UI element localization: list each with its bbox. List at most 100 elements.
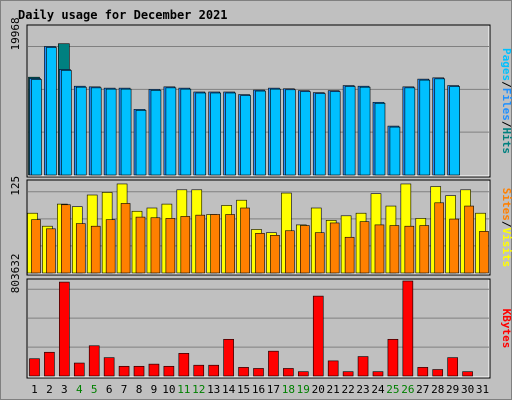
- pages-bar: [434, 78, 446, 176]
- kbytes-bar: [103, 357, 115, 377]
- ytick-top: 19968: [9, 17, 22, 50]
- kbytes-bar: [163, 365, 175, 377]
- x-tick-label: 4: [76, 383, 83, 396]
- kbytes-bar: [88, 345, 100, 377]
- x-tick-label: 7: [121, 383, 128, 396]
- sites-bar: [479, 231, 489, 274]
- sites-bar: [255, 233, 265, 274]
- pages-bar: [344, 86, 356, 176]
- kbytes-bar: [432, 369, 444, 377]
- kbytes-bar: [462, 371, 473, 377]
- sites-bar: [210, 214, 220, 274]
- kbytes-bar: [283, 368, 294, 377]
- kbytes-bar: [238, 367, 249, 377]
- pages-bar: [300, 91, 311, 176]
- sites-bar: [314, 232, 325, 274]
- pages-bar: [135, 110, 147, 176]
- pages-bar: [46, 47, 57, 176]
- x-tick-label: 11: [177, 383, 190, 396]
- x-tick-label: 31: [476, 383, 489, 396]
- ytick-middle: 125: [9, 176, 22, 196]
- kbytes-bar: [118, 365, 130, 377]
- sites-bar: [120, 203, 131, 274]
- pages-bar: [165, 87, 177, 176]
- right-label-top-part: Pages: [500, 48, 512, 81]
- sites-bar: [61, 204, 71, 274]
- pages-bar: [210, 92, 221, 176]
- x-tick-label: 30: [461, 383, 474, 396]
- sites-bar: [75, 223, 86, 274]
- kbytes-bar: [133, 365, 145, 377]
- pages-bar: [314, 93, 326, 176]
- kbytes-bar: [208, 364, 219, 377]
- kbytes-bar: [402, 280, 414, 377]
- kbytes-bar: [29, 358, 40, 377]
- kbytes-bar: [372, 371, 384, 377]
- pages-bar: [75, 86, 87, 176]
- right-label-top-part: Hits: [500, 128, 512, 155]
- right-label-middle-text: Sites/Visits: [500, 188, 512, 268]
- sites-bar: [31, 219, 41, 274]
- x-tick-label: 25: [386, 383, 399, 396]
- sites-bar: [195, 214, 206, 274]
- sites-bar: [300, 225, 310, 274]
- x-tick-label: 8: [136, 383, 143, 396]
- pages-bar: [374, 102, 386, 176]
- sites-bar: [419, 225, 430, 274]
- x-tick-label: 1: [31, 383, 38, 396]
- sites-bar: [270, 235, 280, 274]
- pages-bar: [150, 90, 162, 176]
- kbytes-bar: [59, 281, 70, 377]
- kbytes-bar: [417, 367, 429, 377]
- x-tick-label: 6: [106, 383, 113, 396]
- pages-bar: [31, 79, 42, 176]
- sites-bar: [90, 225, 101, 274]
- pages-bar: [120, 88, 132, 176]
- panel-pages-files-hits: [26, 24, 491, 178]
- x-tick-label: 19: [297, 383, 310, 396]
- legend-kbytes: KBytes: [500, 309, 512, 349]
- x-tick-label: 27: [416, 383, 429, 396]
- x-tick-label: 10: [162, 383, 175, 396]
- x-tick-label: 24: [371, 383, 385, 396]
- pages-bar: [90, 87, 102, 176]
- sites-bar: [225, 214, 235, 274]
- right-label-middle-part: Visits: [500, 228, 512, 268]
- kbytes-bar: [327, 360, 339, 377]
- right-label-top-part: /: [500, 81, 512, 88]
- sites-bar: [46, 228, 56, 274]
- x-tick-label: 14: [222, 383, 236, 396]
- right-label-top-part: /: [500, 121, 512, 128]
- x-tick-label: 15: [237, 383, 250, 396]
- pages-bar: [285, 89, 296, 176]
- kbytes-bar: [253, 368, 264, 377]
- pages-bar: [359, 86, 371, 176]
- ytick-bottom: 803632: [9, 253, 22, 293]
- pages-bar: [404, 87, 416, 176]
- panel-kbytes: [26, 278, 491, 379]
- sites-bar: [105, 219, 116, 274]
- x-tick-label: 22: [341, 383, 354, 396]
- kbytes-bar: [268, 350, 279, 377]
- pages-bar: [61, 70, 72, 176]
- kbytes-bar: [342, 371, 354, 377]
- sites-bar: [359, 221, 370, 274]
- sites-bar: [135, 216, 146, 274]
- x-tick-label: 20: [312, 383, 325, 396]
- panel-sites-visits: [26, 179, 491, 276]
- kbytes-bar: [193, 364, 205, 377]
- sites-bar: [285, 230, 295, 274]
- sites-bar: [344, 236, 355, 274]
- right-label-bottom-text: KBytes: [500, 309, 512, 349]
- pages-bar: [255, 90, 266, 176]
- sites-bar: [329, 222, 340, 274]
- pages-bar: [389, 126, 401, 176]
- x-tick-label: 29: [446, 383, 459, 396]
- sites-bar: [389, 225, 400, 274]
- x-tick-label: 18: [282, 383, 295, 396]
- pages-bar: [449, 86, 460, 176]
- x-tick-label: 9: [151, 383, 158, 396]
- x-tick-label: 26: [401, 383, 414, 396]
- sites-bar: [165, 218, 176, 274]
